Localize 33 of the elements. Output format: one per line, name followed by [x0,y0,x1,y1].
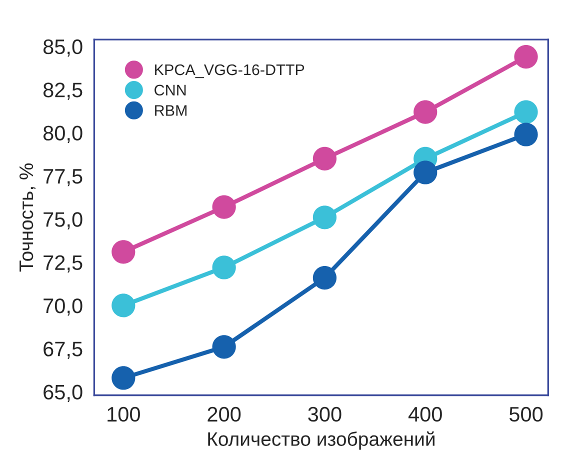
y-tick-label: 80,0 [43,126,82,143]
x-tick-label: 100 [108,406,140,422]
x-tick-label: 300 [308,406,342,422]
y-tick-label: 72,5 [44,255,82,272]
y-tick-label: 67,5 [44,342,82,359]
legend-label: KPCA_VGG-16-DTTP [155,64,304,78]
point [112,294,136,318]
legend-label: RBM [155,105,186,116]
x-tick-label: 200 [208,406,241,422]
y-tick-label: 77,5 [44,169,82,186]
point [514,44,538,69]
legend-label: CNN [154,84,186,96]
y-tick-label: 85,0 [43,39,82,57]
point [112,366,136,390]
x-tick-label: 400 [408,406,442,422]
point [312,146,337,170]
x-tick-label: 500 [509,406,543,422]
y-tick-label: 82,5 [43,82,82,100]
point [212,195,236,219]
point [414,100,438,124]
point [212,335,236,359]
y-tick-label: 75,0 [44,212,82,230]
point [112,240,136,264]
y-tick-label: 70,0 [44,298,82,316]
point [312,266,337,290]
point [212,256,236,280]
point [514,122,538,146]
point [514,100,538,124]
y-axis-title: Точность, % [19,163,36,272]
point [312,206,337,230]
x-axis-title: Количество изображений [208,431,434,450]
point [414,160,438,184]
y-tick-label: 65,0 [44,384,82,402]
